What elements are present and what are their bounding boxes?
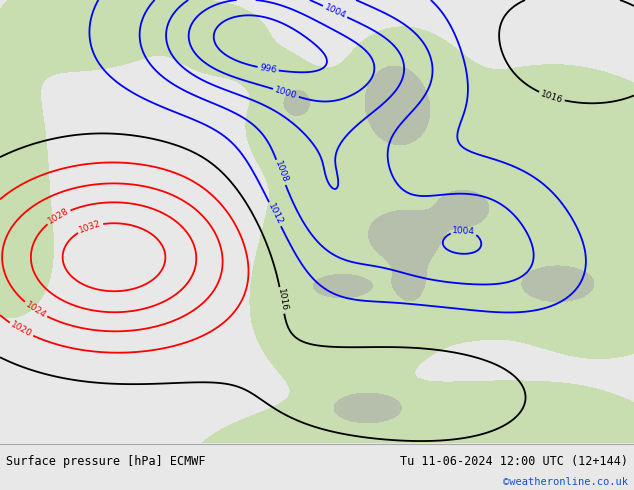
- Text: 1032: 1032: [78, 219, 103, 235]
- Text: 1008: 1008: [273, 160, 289, 185]
- Text: 1028: 1028: [46, 207, 70, 226]
- Text: 1024: 1024: [23, 300, 48, 320]
- Text: 1004: 1004: [323, 2, 347, 21]
- Text: 1004: 1004: [452, 226, 476, 236]
- Text: 1016: 1016: [540, 89, 564, 105]
- Text: Tu 11-06-2024 12:00 UTC (12+144): Tu 11-06-2024 12:00 UTC (12+144): [399, 455, 628, 467]
- Text: 1020: 1020: [9, 320, 34, 339]
- Text: Surface pressure [hPa] ECMWF: Surface pressure [hPa] ECMWF: [6, 455, 206, 467]
- Text: 996: 996: [259, 63, 277, 75]
- Text: 1016: 1016: [276, 288, 288, 313]
- Text: 1012: 1012: [266, 202, 284, 226]
- Text: 1000: 1000: [273, 85, 298, 100]
- Text: ©weatheronline.co.uk: ©weatheronline.co.uk: [503, 477, 628, 487]
